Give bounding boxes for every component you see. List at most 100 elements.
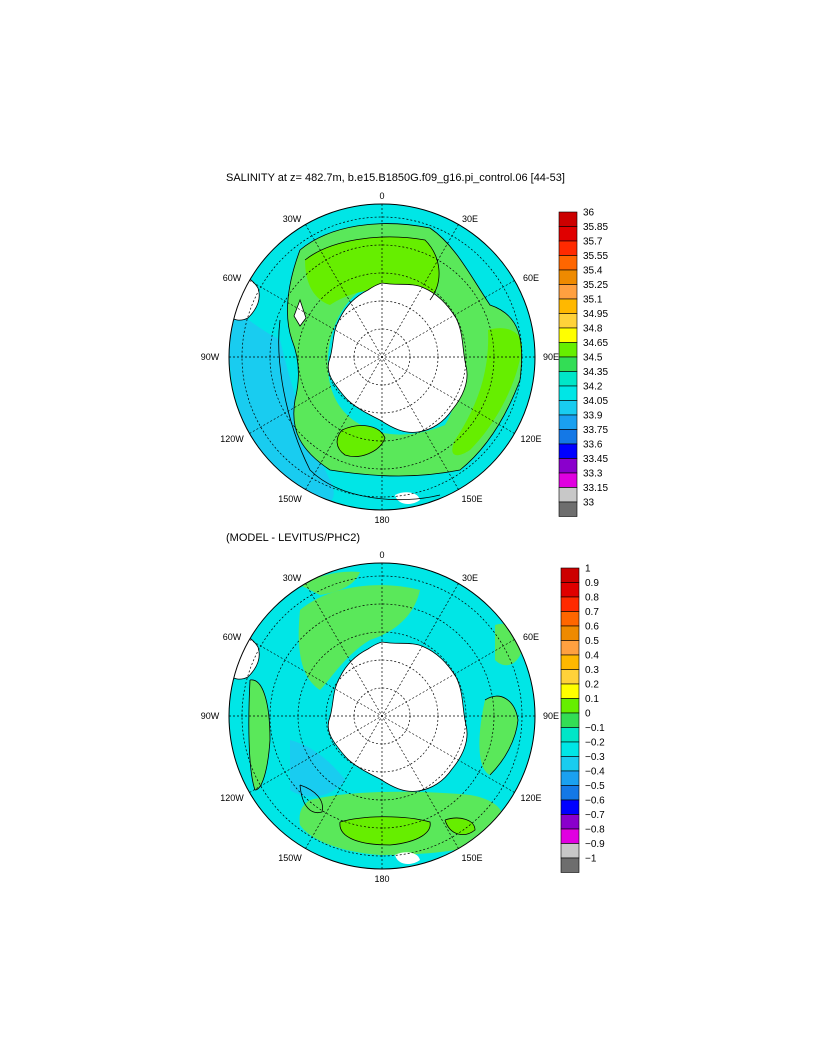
bottom-colorbar-label: 0.4	[585, 651, 599, 662]
bottom-colorbar-swatch	[560, 669, 580, 685]
bottom-lon-180: 180	[374, 874, 389, 884]
top-lon-60e: 60E	[523, 273, 539, 283]
top-colorbar-label: 34.2	[583, 382, 603, 393]
bottom-lon-90w: 90W	[201, 711, 220, 721]
top-colorbar-label: 33.15	[583, 483, 608, 494]
top-colorbar-swatch	[558, 458, 578, 474]
top-colorbar-label: 34.95	[583, 309, 608, 320]
top-colorbar-label: 33.3	[583, 469, 603, 480]
top-colorbar-swatch	[558, 269, 578, 285]
bottom-colorbar-swatch	[560, 828, 580, 844]
top-colorbar-swatch	[558, 400, 578, 416]
top-colorbar-swatch	[558, 313, 578, 329]
bottom-colorbar-label: 0.1	[585, 694, 599, 705]
bottom-colorbar-swatch	[560, 741, 580, 757]
top-colorbar-swatch	[558, 211, 578, 227]
bottom-colorbar-swatch	[560, 596, 580, 612]
top-colorbar-label: 34.05	[583, 396, 608, 407]
bottom-lon-0: 0	[379, 550, 384, 560]
bottom-colorbar-label: 0.9	[585, 578, 599, 589]
top-white-patch	[395, 492, 420, 505]
top-lon-90w: 90W	[201, 352, 220, 362]
bottom-north-green	[300, 571, 360, 595]
top-colorbar-label: 35.1	[583, 295, 603, 306]
top-colorbar-swatch	[558, 385, 578, 401]
top-colorbar-label: 35.4	[583, 266, 603, 277]
bottom-ross-core	[339, 816, 431, 845]
top-colorbar-swatch	[558, 356, 578, 372]
bottom-colorbar-swatch	[560, 625, 580, 641]
top-graticule	[229, 204, 535, 510]
bottom-colorbar-swatch	[560, 582, 580, 598]
bottom-lon-90e: 90E	[543, 711, 559, 721]
bottom-white-patch	[395, 852, 420, 865]
bottom-colorbar-swatch	[560, 843, 580, 859]
top-colorbar-swatch	[558, 298, 578, 314]
bottom-colorbar-label: −0.7	[585, 810, 605, 821]
bottom-lon-30w: 30W	[283, 573, 302, 583]
bottom-contours	[248, 679, 519, 846]
top-colorbar-swatch	[558, 487, 578, 503]
top-colorbar-swatch	[558, 443, 578, 459]
top-lon-150w: 150W	[278, 494, 302, 504]
bottom-colorbar-label: −0.2	[585, 738, 605, 749]
top-colorbar-label: 35.55	[583, 251, 608, 262]
bottom-lon-60w: 60W	[223, 632, 242, 642]
top-colorbar: 36 35.85 35.7 35.55 35.4 35.25 35.1 34.95 34.8 34…	[558, 208, 608, 517]
top-lon-120w: 120W	[220, 434, 244, 444]
top-ross-region	[337, 425, 385, 457]
top-colorbar-label: 33.45	[583, 454, 608, 465]
bottom-colorbar-label: 0.5	[585, 636, 599, 647]
top-west-light-band	[229, 300, 334, 507]
top-colorbar-swatch	[558, 501, 578, 517]
top-map-border	[228, 203, 536, 511]
bottom-colorbar: 1 0.9 0.8 0.7 0.6 0.5 0.4 0.3 0.2 0.1 0 −0.1 −0.2 −0.…	[560, 564, 605, 873]
bottom-colorbar-swatch	[560, 799, 580, 815]
bottom-graticule	[229, 563, 535, 869]
top-colorbar-label: 34.8	[583, 324, 603, 335]
top-colorbar-label: 34.35	[583, 367, 608, 378]
bottom-antarctica	[327, 641, 468, 792]
top-contours	[278, 223, 523, 501]
top-colorbar-swatch	[558, 429, 578, 445]
top-colorbar-label: 33.9	[583, 411, 603, 422]
top-lon-120e: 120E	[520, 434, 541, 444]
bottom-colorbar-label: −0.9	[585, 839, 605, 850]
bottom-colorbar-label: −0.8	[585, 825, 605, 836]
bottom-colorbar-swatch	[560, 654, 580, 670]
top-lon-60w: 60W	[223, 273, 242, 283]
bottom-colorbar-swatch	[560, 756, 580, 772]
bottom-colorbar-label: −0.5	[585, 781, 605, 792]
bottom-colorbar-label: 0.6	[585, 622, 599, 633]
top-colorbar-swatch	[558, 240, 578, 256]
top-colorbar-label: 35.85	[583, 222, 608, 233]
bottom-panel-title: (MODEL - LEVITUS/PHC2)	[226, 532, 361, 544]
bottom-lon-120e: 120E	[520, 793, 541, 803]
bottom-colorbar-label: −1	[585, 854, 597, 865]
bottom-colorbar-swatch	[560, 683, 580, 699]
bottom-colorbar-label: 1	[585, 564, 591, 575]
top-colorbar-swatch	[558, 255, 578, 271]
top-lon-180: 180	[374, 515, 389, 525]
bottom-colorbar-label: −0.4	[585, 767, 605, 778]
bottom-colorbar-swatch	[560, 712, 580, 728]
top-antarctica	[293, 282, 468, 433]
bottom-lon-150e: 150E	[461, 853, 482, 863]
top-lon-150e: 150E	[461, 494, 482, 504]
top-colorbar-label: 34.5	[583, 353, 603, 364]
bottom-west-green	[248, 679, 270, 790]
top-lon-30e: 30E	[462, 214, 478, 224]
bottom-colorbar-label: 0.7	[585, 607, 599, 618]
bottom-colorbar-swatch	[560, 611, 580, 627]
bottom-light-region	[290, 740, 345, 797]
top-colorbar-swatch	[558, 342, 578, 358]
bottom-colorbar-label: 0.8	[585, 593, 599, 604]
top-colorbar-swatch	[558, 327, 578, 343]
bottom-colorbar-swatch	[560, 567, 580, 583]
bottom-lon-60e: 60E	[523, 632, 539, 642]
bottom-colorbar-label: −0.3	[585, 752, 605, 763]
bottom-colorbar-swatch	[560, 770, 580, 786]
top-colorbar-label: 33	[583, 498, 595, 509]
bottom-colorbar-label: 0.3	[585, 665, 599, 676]
